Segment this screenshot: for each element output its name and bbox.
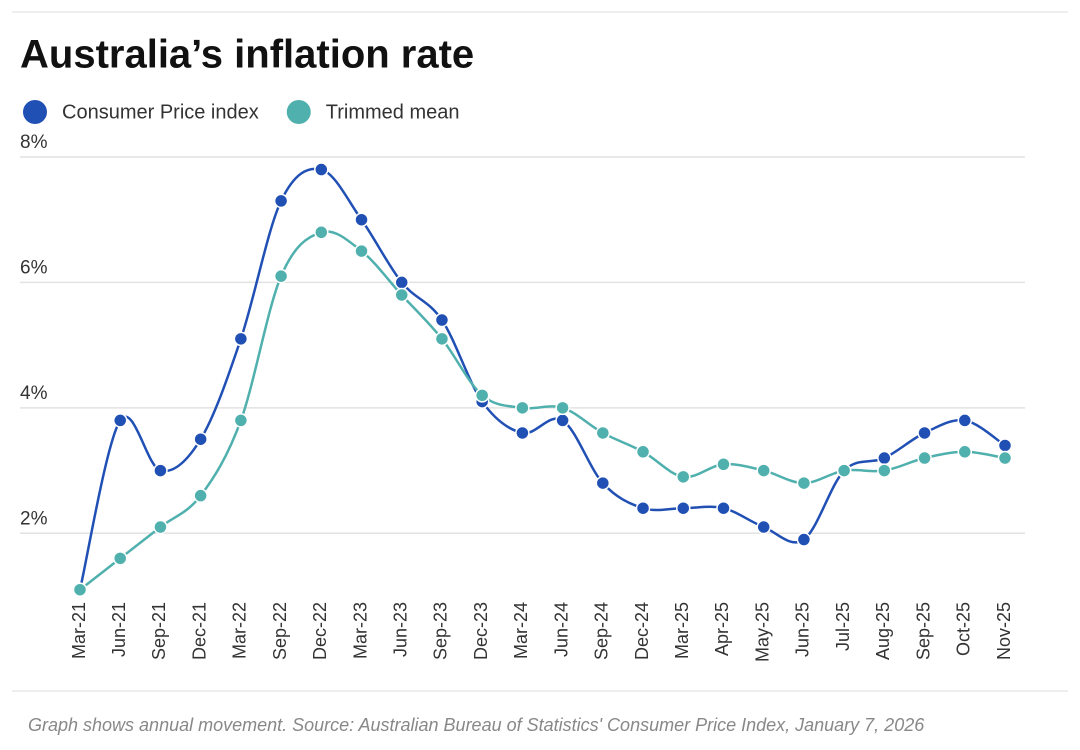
x-tick-label: Jun-23 — [390, 602, 410, 657]
legend-label: Trimmed mean — [326, 101, 460, 123]
data-point — [314, 162, 329, 177]
x-tick-label: Sep-21 — [149, 602, 169, 660]
data-point — [877, 463, 892, 478]
data-point — [635, 444, 651, 460]
x-tick-label: Aug-25 — [873, 602, 893, 660]
data-point — [273, 268, 289, 284]
data-point — [193, 431, 208, 447]
data-point — [756, 463, 771, 478]
data-point — [997, 450, 1013, 466]
data-point — [676, 500, 691, 516]
data-point — [997, 438, 1013, 453]
data-point — [394, 275, 409, 290]
y-tick-label: 6% — [20, 257, 48, 278]
data-point — [354, 212, 369, 227]
data-point — [474, 388, 490, 403]
x-tick-label: Dec-22 — [310, 602, 330, 660]
data-point — [555, 400, 570, 416]
data-point — [515, 400, 530, 416]
x-tick-label: Jun-25 — [793, 602, 813, 657]
x-tick-label: Mar-23 — [350, 602, 370, 659]
x-tick-label: Jun-24 — [551, 602, 571, 657]
y-tick-label: 4% — [20, 383, 48, 404]
data-point — [314, 225, 329, 240]
x-tick-label: Dec-21 — [189, 602, 209, 660]
x-tick-label: Jun-21 — [109, 602, 129, 657]
data-point — [877, 450, 892, 466]
data-point — [796, 475, 812, 491]
data-point — [716, 457, 731, 472]
data-point — [434, 312, 450, 328]
x-tick-label: Sep-25 — [913, 602, 933, 660]
data-point — [635, 500, 651, 516]
x-tick-label: Mar-22 — [230, 602, 250, 659]
data-point — [716, 500, 731, 516]
data-point — [917, 450, 932, 466]
data-point — [555, 413, 570, 428]
x-tick-label: Sep-22 — [270, 602, 290, 660]
data-point — [796, 532, 812, 547]
data-point — [595, 425, 611, 441]
data-point — [72, 582, 88, 597]
x-tick-label: Mar-24 — [511, 602, 531, 659]
series-line — [78, 167, 1006, 591]
data-point — [515, 425, 530, 441]
legend-marker — [286, 100, 311, 124]
x-tick-label: May-25 — [752, 602, 772, 662]
y-tick-label: 8% — [20, 132, 48, 153]
data-point — [917, 425, 932, 441]
x-tick-label: Mar-21 — [69, 602, 89, 659]
data-point — [957, 444, 973, 460]
data-point — [233, 413, 249, 428]
data-point — [153, 463, 168, 478]
legend-label: Consumer Price index — [62, 101, 259, 123]
x-tick-label: Nov-25 — [994, 602, 1014, 660]
data-point — [434, 331, 450, 347]
data-point — [193, 488, 208, 503]
x-tick-label: Sep-24 — [592, 602, 612, 660]
y-tick-label: 2% — [20, 508, 48, 529]
x-tick-label: Dec-24 — [632, 602, 652, 660]
data-point — [836, 463, 852, 478]
data-point — [957, 413, 973, 428]
data-point — [756, 519, 771, 535]
x-tick-label: Mar-25 — [672, 602, 692, 659]
footnote: Graph shows annual movement. Source: Aus… — [28, 715, 925, 735]
data-point — [153, 519, 168, 535]
data-point — [273, 193, 289, 209]
x-tick-label: Apr-25 — [712, 602, 732, 656]
data-point — [233, 331, 249, 347]
x-tick-label: Oct-25 — [954, 602, 974, 656]
data-point — [595, 475, 611, 491]
x-tick-label: Jul-25 — [833, 602, 853, 651]
data-point — [112, 413, 128, 428]
x-tick-label: Sep-23 — [431, 602, 451, 660]
chart-title: Australia’s inflation rate — [20, 33, 474, 77]
legend-marker — [23, 100, 47, 124]
data-point — [394, 287, 409, 303]
x-tick-label: Dec-23 — [471, 602, 491, 660]
series-line — [79, 230, 1006, 591]
data-point — [112, 551, 128, 566]
data-point — [354, 243, 369, 259]
data-point — [676, 469, 691, 485]
